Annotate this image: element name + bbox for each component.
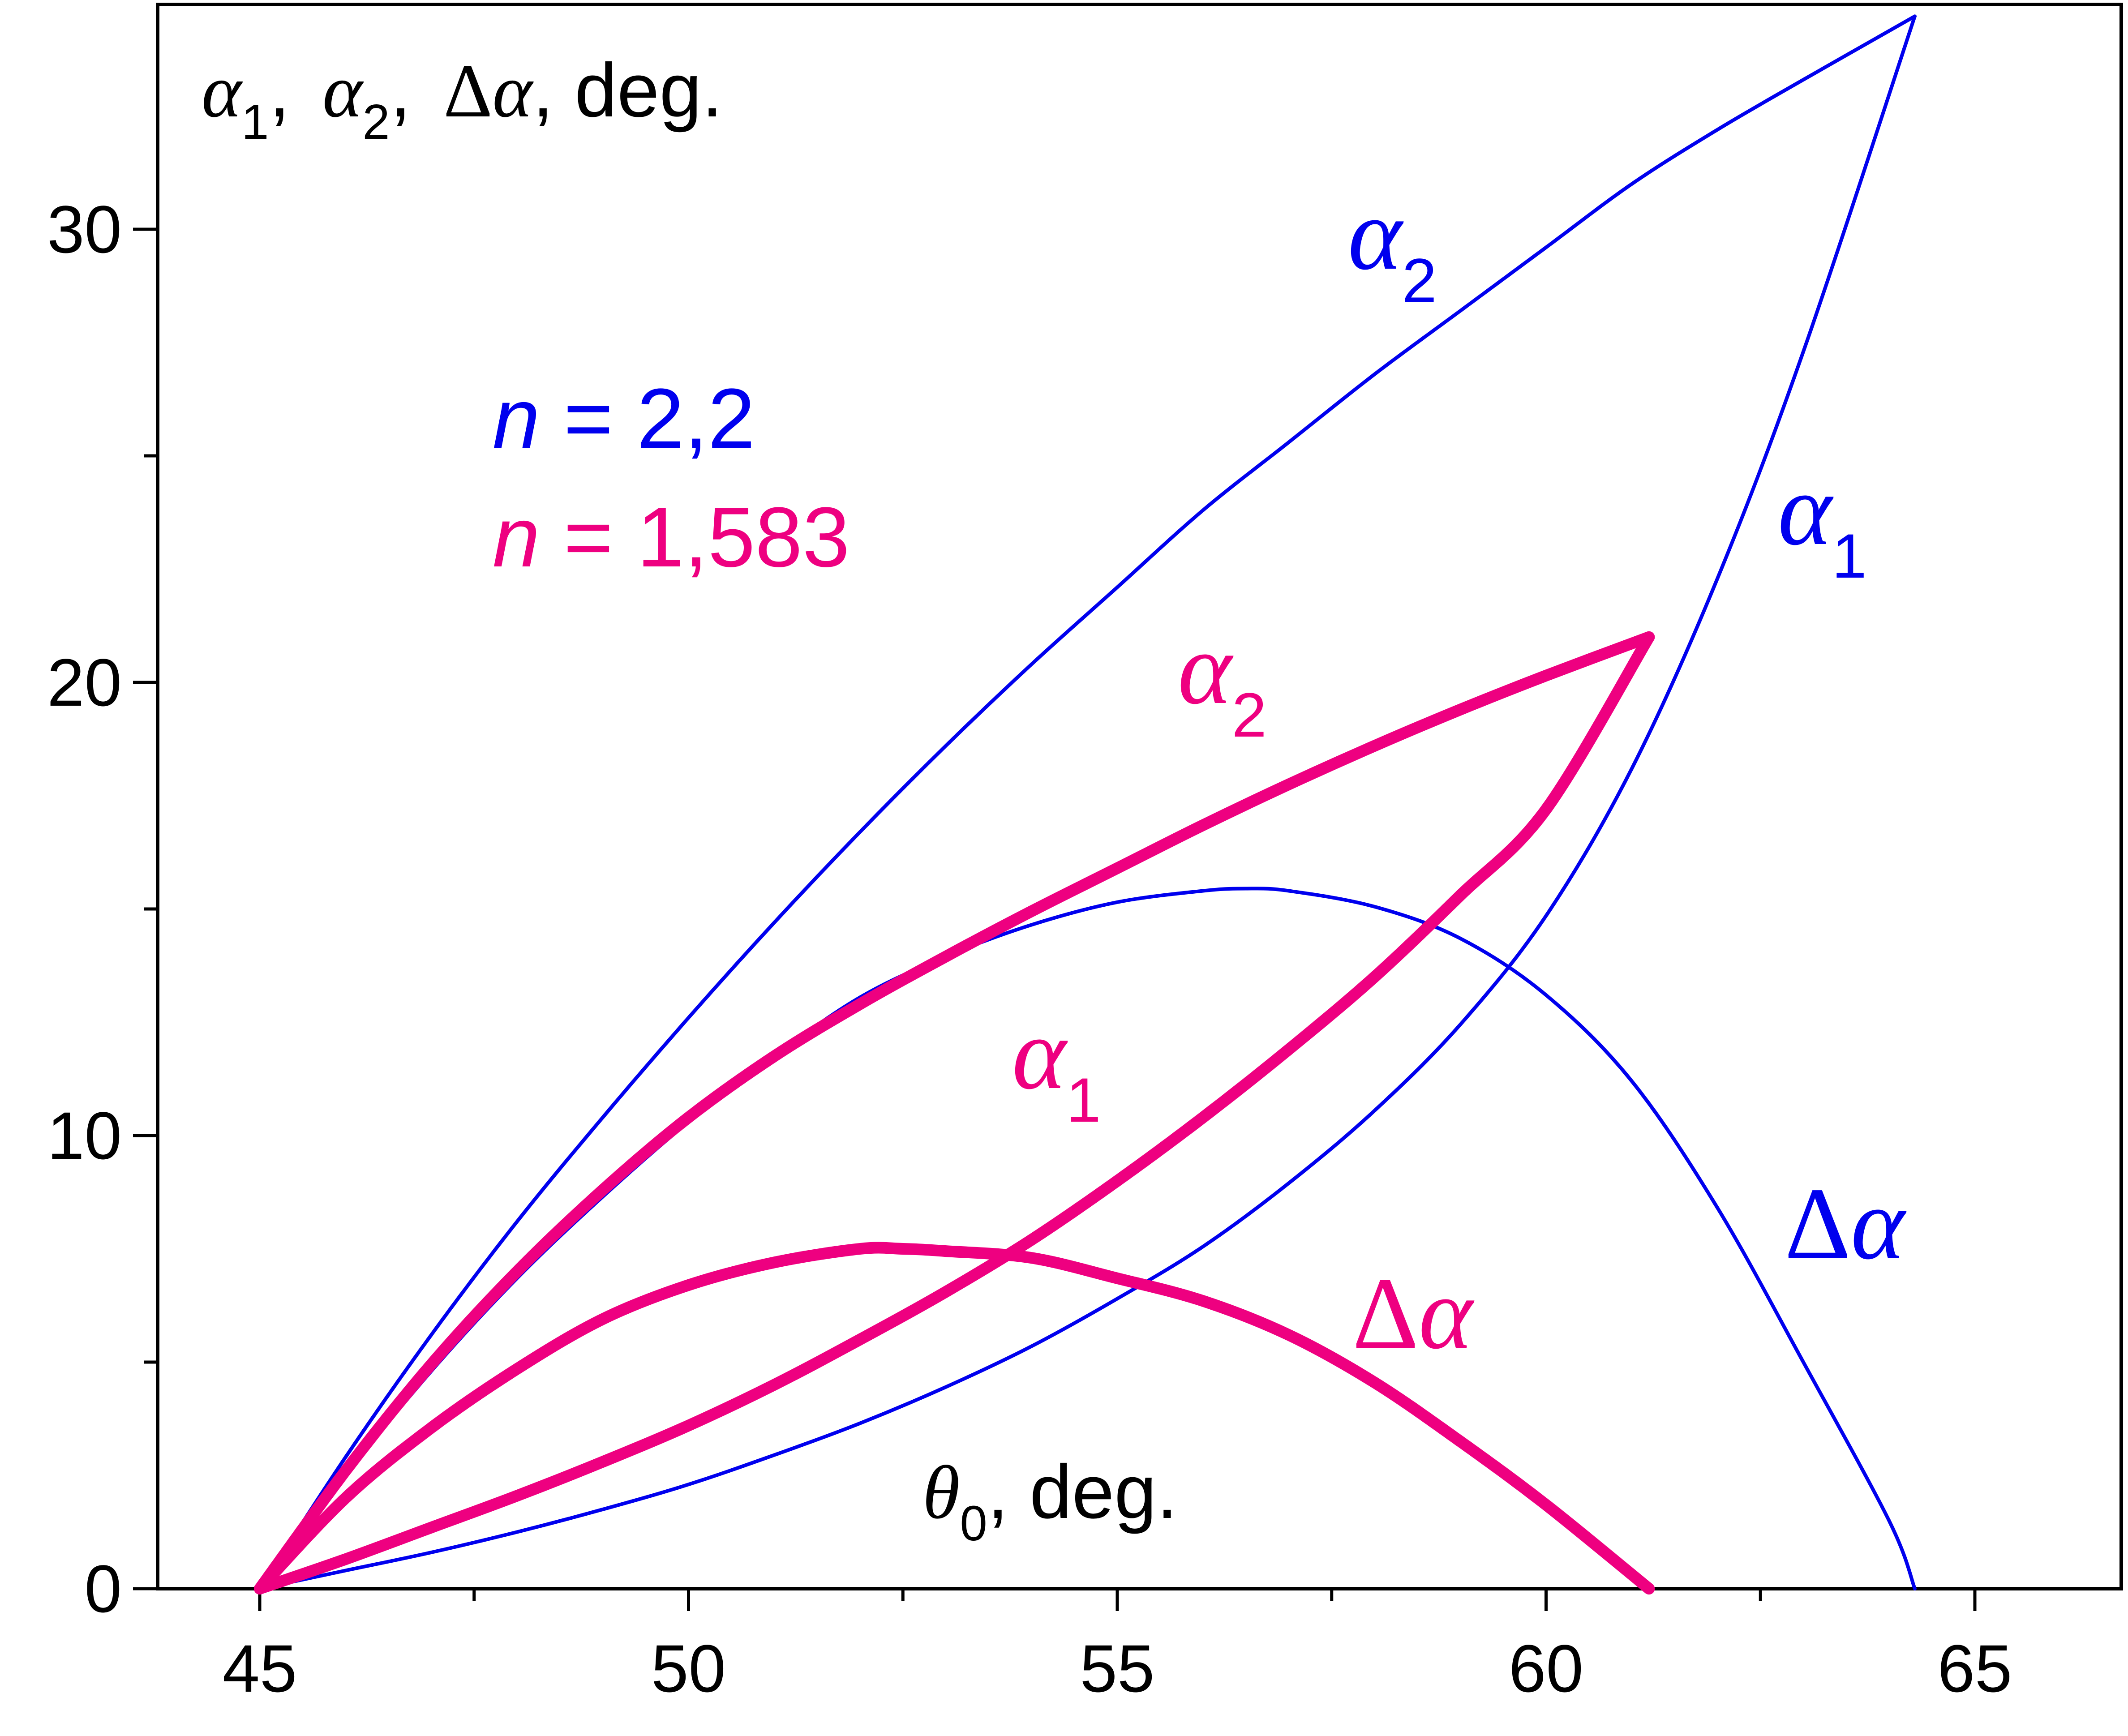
series-magenta-alpha2 [254, 631, 1655, 1595]
series-layer [254, 14, 1917, 1595]
x-tick-label-55: 55 [1080, 1631, 1155, 1706]
x-tick-label-60: 60 [1509, 1631, 1583, 1706]
y-axis-annotation: α1, α2, Δα, deg. [202, 48, 723, 150]
label-blue-alpha2: α2 [1348, 177, 1437, 316]
y-tick-label-20: 20 [47, 645, 122, 720]
y-tick-label-30: 30 [47, 192, 122, 267]
y-tick-label-10: 10 [47, 1098, 122, 1173]
label-magenta-alpha2: α2 [1178, 611, 1267, 750]
y-tick-label-0: 0 [85, 1551, 122, 1626]
series-blue-alpha2 [258, 14, 1917, 1590]
plot-frame [156, 3, 2123, 1590]
x-tick-label-45: 45 [223, 1631, 297, 1706]
x-axis-annotation: θ0, deg. [922, 1449, 1178, 1551]
series-magenta-alpha1 [254, 631, 1655, 1595]
series-magenta-delta [254, 1242, 1655, 1595]
label-blue-alpha1: α1 [1778, 452, 1867, 591]
x-tick-label-65: 65 [1938, 1631, 2012, 1706]
axis-ticks: 45 50 55 60 65 0 10 20 30 [47, 192, 2012, 1706]
legend-blue: n = 2,2 [493, 371, 755, 466]
series-blue-alpha1 [258, 14, 1917, 1590]
legend-magenta: n = 1,583 [493, 490, 850, 585]
label-blue-delta-alpha: Δα [1785, 1166, 1907, 1281]
label-magenta-delta-alpha: Δα [1352, 1256, 1475, 1370]
x-tick-label-50: 50 [651, 1631, 726, 1706]
label-magenta-alpha1: α1 [1012, 996, 1101, 1135]
